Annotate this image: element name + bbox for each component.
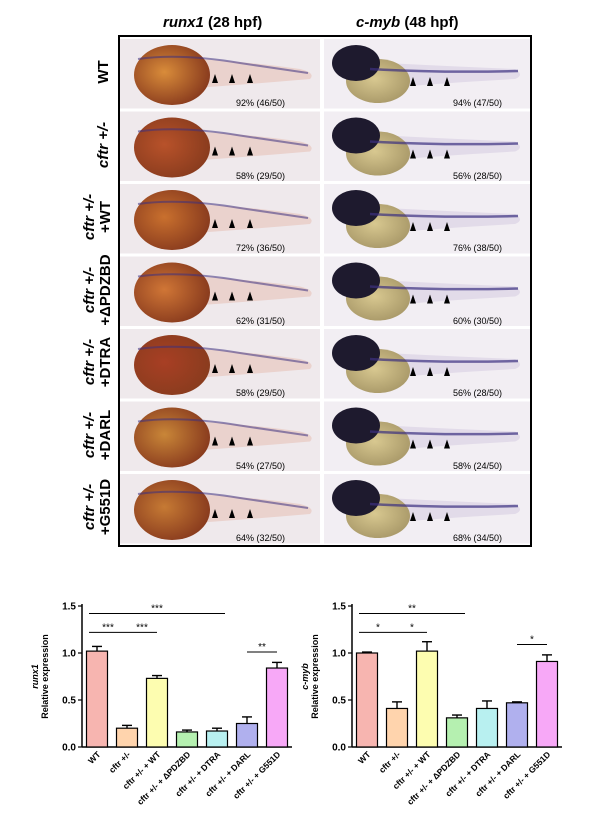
runx1-embryo-image xyxy=(120,474,320,544)
y-tick-label: 1.0 xyxy=(332,649,346,660)
col-header-cmyb-gene: c-myb xyxy=(356,14,401,31)
y-tick-label: 0.5 xyxy=(332,696,346,707)
significance-label: * xyxy=(376,622,380,633)
runx1-percentage: 58% (29/50) xyxy=(236,388,286,398)
col-header-runx1-gene: runx1 xyxy=(163,14,204,31)
cmyb-percentage: 60% (30/50) xyxy=(453,315,503,326)
row-label-line: cftr +/- xyxy=(81,266,98,313)
significance-label: *** xyxy=(151,604,163,615)
runx1-embryo-image xyxy=(120,111,320,181)
x-tick-label: WT xyxy=(86,749,103,766)
cmyb-percentage: 94% (47/50) xyxy=(453,98,503,108)
bar xyxy=(85,650,109,748)
x-tick-label: cftr +/- xyxy=(107,749,133,775)
bar xyxy=(115,727,139,748)
row-label-line: +WT xyxy=(97,200,114,234)
y-axis-label: Relative expression xyxy=(310,634,320,719)
cmyb-embryo-image xyxy=(324,329,530,399)
runx1-percentage: 72% (36/50) xyxy=(236,243,286,253)
col-header-cmyb: c-myb (48 hpf) xyxy=(356,14,459,31)
y-tick-label: 0.0 xyxy=(332,743,346,754)
row-label-line: +G551D xyxy=(97,478,114,536)
cmyb-embryo-image xyxy=(324,401,530,471)
cmyb-percentage: 76% (38/50) xyxy=(453,243,503,253)
bar xyxy=(385,707,409,748)
x-tick-label: WT xyxy=(356,749,373,766)
cmyb-percentage: 56% (28/50) xyxy=(453,388,503,398)
significance-label: *** xyxy=(102,622,114,633)
runx1-embryo-image xyxy=(120,401,320,471)
bar xyxy=(175,731,199,748)
row-label-line: cftr +/- xyxy=(81,411,98,458)
col-header-cmyb-stage: (48 hpf) xyxy=(400,14,459,31)
row-label-line: cftr +/- xyxy=(81,483,98,531)
cmyb-embryo-image xyxy=(324,474,530,544)
y-axis-gene-label: c-myb xyxy=(300,663,310,690)
runx1-percentage: 62% (31/50) xyxy=(236,315,286,326)
bar xyxy=(445,717,469,748)
col-header-runx1: runx1 (28 hpf) xyxy=(163,14,262,31)
row-label-line: +DARL xyxy=(97,409,114,460)
runx1-percentage: 54% (27/50) xyxy=(236,460,286,471)
embryo-image-panel xyxy=(118,35,532,547)
y-axis-gene-label: runx1 xyxy=(30,664,40,689)
bar xyxy=(205,730,229,748)
y-tick-label: 1.0 xyxy=(62,649,76,660)
row-label-line: cftr +/- xyxy=(95,121,112,168)
significance-label: *** xyxy=(136,622,148,633)
row-label-line: +DTRA xyxy=(97,336,114,388)
bar xyxy=(265,667,289,748)
cmyb-embryo-image xyxy=(324,184,530,254)
cmyb-embryo-image xyxy=(324,39,530,109)
x-tick-label: cftr +/- + ΔPDZBD xyxy=(135,749,192,806)
y-tick-label: 1.5 xyxy=(62,602,76,613)
runx1-percentage: 92% (46/50) xyxy=(236,98,286,108)
runx1-embryo-image xyxy=(120,329,320,399)
runx1-embryo-image xyxy=(120,256,320,326)
bar xyxy=(355,652,379,748)
bar xyxy=(415,650,439,748)
bar xyxy=(535,660,559,748)
cmyb-percentage: 56% (28/50) xyxy=(453,170,503,181)
y-tick-label: 0.0 xyxy=(62,743,76,754)
row-label-line: WT xyxy=(95,60,112,84)
significance-label: * xyxy=(410,622,414,633)
runx1-embryo-image xyxy=(120,39,320,109)
y-tick-label: 0.5 xyxy=(62,696,76,707)
runx1-percentage: 58% (29/50) xyxy=(236,170,286,181)
cmyb-percentage: 58% (24/50) xyxy=(453,460,503,471)
cmyb-embryo-image xyxy=(324,256,530,326)
significance-label: ** xyxy=(258,642,266,653)
row-label-line: cftr +/- xyxy=(81,338,98,386)
bar xyxy=(475,707,499,748)
embryo-images xyxy=(120,39,530,544)
row-label-line: cftr +/- xyxy=(81,193,98,241)
cmyb-percentage: 68% (34/50) xyxy=(453,533,503,543)
bar xyxy=(235,722,259,748)
runx1-embryo-image xyxy=(120,184,320,254)
col-header-runx1-stage: (28 hpf) xyxy=(203,14,263,31)
significance-label: * xyxy=(530,635,534,646)
bar xyxy=(505,702,529,748)
y-tick-label: 1.5 xyxy=(332,602,346,613)
row-label-line: +ΔPDZBD xyxy=(97,253,114,326)
y-axis-label: Relative expression xyxy=(40,634,50,719)
cmyb-embryo-image xyxy=(324,111,530,181)
runx1-percentage: 64% (32/50) xyxy=(236,533,286,543)
x-tick-label: cftr +/- + ΔPDZBD xyxy=(405,749,462,806)
bar xyxy=(145,677,169,748)
x-tick-label: cftr +/- xyxy=(377,749,403,775)
significance-label: ** xyxy=(408,604,416,615)
